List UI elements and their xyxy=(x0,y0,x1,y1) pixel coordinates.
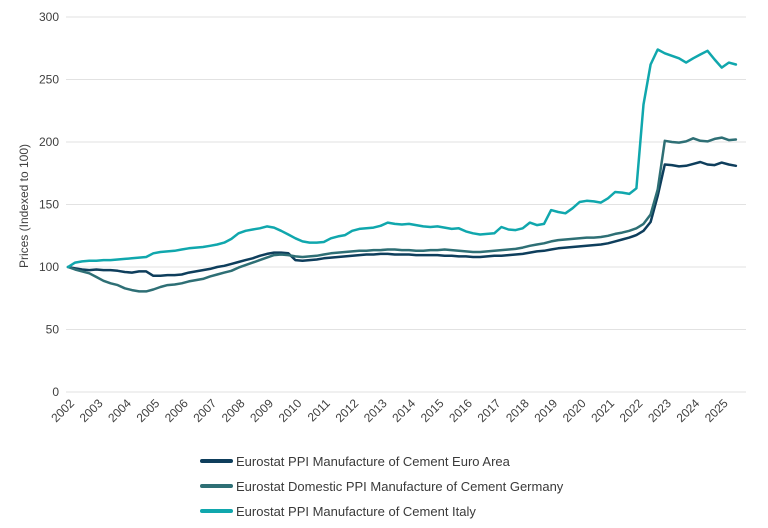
y-tick-label-100: 100 xyxy=(39,260,59,274)
legend-item-italy: Eurostat PPI Manufacture of Cement Italy xyxy=(200,503,563,519)
legend: Eurostat PPI Manufacture of Cement Euro … xyxy=(200,453,563,519)
legend-swatch-euro-area xyxy=(200,459,233,463)
x-tick-label-2016: 2016 xyxy=(446,396,475,425)
x-tick-label-2004: 2004 xyxy=(105,396,134,425)
y-tick-label-50: 50 xyxy=(46,323,60,337)
x-tick-label-2018: 2018 xyxy=(503,396,532,425)
x-tick-label-2025: 2025 xyxy=(702,396,731,425)
legend-swatch-italy xyxy=(200,509,233,513)
x-tick-label-2005: 2005 xyxy=(134,396,163,425)
x-tick-label-2023: 2023 xyxy=(645,396,674,425)
x-tick-label-2006: 2006 xyxy=(162,396,191,425)
x-tick-label-2002: 2002 xyxy=(48,396,77,425)
y-tick-label-300: 300 xyxy=(39,10,59,24)
legend-label-euro-area: Eurostat PPI Manufacture of Cement Euro … xyxy=(236,453,510,469)
legend-swatch-germany xyxy=(200,484,233,488)
x-tick-label-2022: 2022 xyxy=(617,396,646,425)
x-tick-label-2024: 2024 xyxy=(674,396,703,425)
y-tick-label-200: 200 xyxy=(39,135,59,149)
y-tick-label-250: 250 xyxy=(39,73,59,87)
x-tick-label-2003: 2003 xyxy=(77,396,106,425)
x-tick-label-2014: 2014 xyxy=(389,396,418,425)
x-tick-label-2019: 2019 xyxy=(531,396,560,425)
x-tick-label-2007: 2007 xyxy=(190,396,219,425)
x-tick-label-2020: 2020 xyxy=(560,396,589,425)
x-tick-label-2009: 2009 xyxy=(247,396,276,425)
x-tick-label-2010: 2010 xyxy=(276,396,305,425)
legend-label-italy: Eurostat PPI Manufacture of Cement Italy xyxy=(236,503,476,519)
x-tick-label-2008: 2008 xyxy=(219,396,248,425)
series-line-0 xyxy=(66,160,738,278)
x-tick-label-2021: 2021 xyxy=(588,396,617,425)
legend-label-germany: Eurostat Domestic PPI Manufacture of Cem… xyxy=(236,478,564,494)
x-tick-label-2015: 2015 xyxy=(418,396,447,425)
x-tick-label-2017: 2017 xyxy=(475,396,504,425)
x-tick-label-2013: 2013 xyxy=(361,396,390,425)
y-axis-title: Prices (Indexed to 100) xyxy=(17,143,31,269)
x-tick-label-2012: 2012 xyxy=(333,396,362,425)
series-line-2 xyxy=(66,48,738,269)
y-tick-label-0: 0 xyxy=(52,385,59,399)
legend-item-germany: Eurostat Domestic PPI Manufacture of Cem… xyxy=(200,478,563,494)
x-tick-label-2011: 2011 xyxy=(305,396,333,424)
legend-item-euro-area: Eurostat PPI Manufacture of Cement Euro … xyxy=(200,453,563,469)
series-line-1 xyxy=(66,136,738,293)
y-tick-label-150: 150 xyxy=(39,198,59,212)
